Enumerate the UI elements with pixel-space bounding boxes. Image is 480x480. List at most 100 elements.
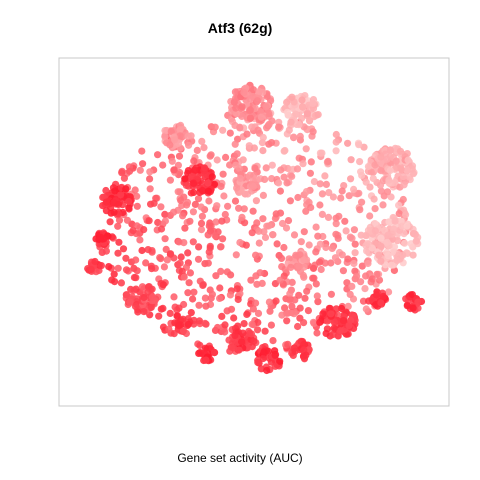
data-point bbox=[294, 322, 302, 331]
data-point bbox=[146, 168, 154, 176]
data-point bbox=[355, 141, 363, 149]
data-point bbox=[102, 207, 110, 215]
data-point bbox=[170, 208, 178, 216]
data-point bbox=[330, 318, 339, 326]
data-point bbox=[128, 292, 136, 301]
data-point bbox=[283, 179, 291, 187]
data-point bbox=[332, 138, 340, 146]
data-point bbox=[300, 228, 308, 236]
data-point bbox=[404, 156, 412, 164]
data-point bbox=[189, 238, 197, 246]
data-point bbox=[371, 205, 379, 213]
data-point bbox=[163, 256, 171, 264]
data-point bbox=[248, 229, 256, 237]
data-point bbox=[361, 285, 369, 293]
data-point bbox=[132, 256, 140, 264]
data-point bbox=[263, 222, 271, 230]
data-point bbox=[281, 304, 289, 312]
data-point bbox=[334, 234, 342, 242]
data-point bbox=[327, 259, 335, 267]
data-point bbox=[204, 231, 212, 239]
data-point bbox=[233, 285, 241, 293]
data-point bbox=[290, 231, 299, 239]
data-point bbox=[184, 249, 192, 257]
data-point bbox=[148, 285, 156, 293]
data-point bbox=[347, 156, 355, 164]
data-point bbox=[302, 351, 310, 359]
data-point bbox=[295, 291, 303, 299]
data-point bbox=[183, 201, 191, 209]
data-point bbox=[246, 106, 254, 114]
data-point bbox=[377, 257, 385, 265]
data-point bbox=[351, 249, 359, 257]
data-point bbox=[208, 290, 216, 298]
data-point bbox=[248, 320, 256, 328]
data-point bbox=[345, 192, 353, 200]
data-point bbox=[204, 259, 212, 267]
data-point bbox=[114, 200, 123, 208]
data-point bbox=[325, 304, 333, 312]
data-point bbox=[312, 280, 320, 288]
data-point bbox=[160, 263, 168, 271]
data-point bbox=[318, 210, 326, 218]
data-point bbox=[400, 181, 408, 189]
data-point bbox=[105, 263, 113, 271]
data-point bbox=[288, 172, 296, 180]
data-point bbox=[366, 212, 374, 220]
data-point bbox=[201, 344, 210, 352]
data-point bbox=[332, 130, 340, 139]
data-point bbox=[208, 173, 216, 181]
data-point bbox=[253, 219, 261, 227]
data-point bbox=[277, 166, 285, 174]
data-point bbox=[286, 296, 294, 304]
data-point bbox=[91, 257, 99, 266]
data-point bbox=[283, 317, 291, 325]
data-point bbox=[307, 158, 315, 166]
data-point bbox=[97, 262, 105, 270]
data-point bbox=[356, 158, 364, 166]
data-point bbox=[409, 170, 417, 178]
data-point bbox=[125, 205, 133, 213]
data-point bbox=[321, 172, 329, 180]
data-point bbox=[219, 126, 227, 134]
data-point bbox=[250, 144, 258, 152]
data-point bbox=[322, 243, 330, 252]
data-point bbox=[170, 166, 178, 174]
data-point bbox=[185, 141, 193, 149]
data-point bbox=[231, 140, 239, 148]
data-point bbox=[278, 263, 286, 271]
data-point bbox=[219, 235, 227, 243]
data-point bbox=[376, 181, 385, 189]
data-point bbox=[178, 267, 186, 275]
data-point bbox=[205, 197, 213, 205]
data-point bbox=[120, 174, 128, 182]
data-point bbox=[252, 251, 260, 259]
data-point bbox=[96, 233, 105, 241]
data-point bbox=[250, 337, 258, 345]
data-point bbox=[201, 294, 209, 302]
data-point bbox=[268, 175, 276, 183]
data-point bbox=[129, 227, 137, 235]
data-point bbox=[263, 366, 271, 375]
data-point bbox=[344, 255, 352, 263]
data-point bbox=[166, 309, 174, 317]
chart-title: Atf3 (62g) bbox=[207, 20, 273, 36]
data-point bbox=[189, 208, 197, 216]
data-point bbox=[328, 244, 336, 252]
data-point bbox=[118, 169, 126, 177]
data-point bbox=[362, 272, 370, 280]
data-point bbox=[272, 297, 280, 305]
data-point bbox=[332, 147, 340, 155]
data-point bbox=[216, 294, 224, 302]
data-point bbox=[110, 270, 118, 278]
data-point bbox=[150, 199, 158, 207]
data-point bbox=[392, 157, 400, 165]
data-point bbox=[391, 217, 399, 225]
data-point bbox=[217, 267, 225, 275]
data-point bbox=[221, 321, 229, 329]
data-point bbox=[309, 128, 317, 136]
data-point bbox=[236, 174, 244, 182]
data-point bbox=[396, 147, 405, 155]
data-point bbox=[87, 265, 95, 274]
data-point bbox=[122, 291, 130, 299]
